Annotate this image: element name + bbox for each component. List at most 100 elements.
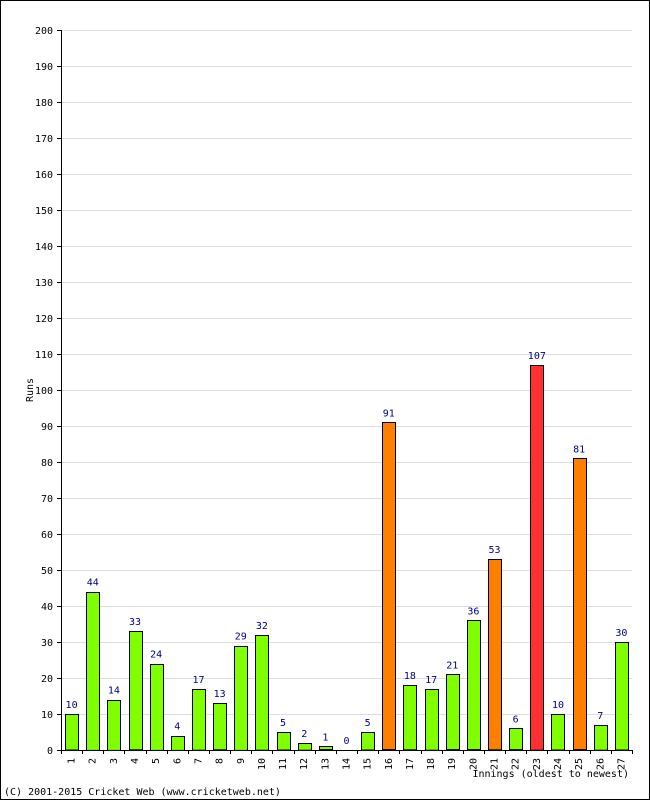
bar-innings-16 — [382, 422, 396, 751]
bar-innings-25 — [573, 458, 587, 751]
value-label: 10 — [552, 700, 564, 711]
value-label: 36 — [467, 606, 479, 617]
value-label: 1 — [322, 732, 328, 743]
x-tick-label: 2 — [88, 758, 99, 764]
bar-innings-11 — [277, 732, 291, 751]
x-tick-label: 12 — [299, 758, 310, 770]
x-tick-label: 4 — [130, 758, 141, 764]
x-tick-label: 6 — [172, 758, 183, 764]
x-tick-label: 24 — [553, 758, 564, 770]
value-label: 33 — [129, 617, 141, 628]
y-axis-title: Runs — [25, 378, 36, 402]
bar-innings-10 — [255, 635, 269, 751]
bar-innings-20 — [467, 620, 481, 751]
x-tick-label: 15 — [363, 758, 374, 770]
bar-innings-18 — [425, 689, 439, 751]
y-tick-label: 200 — [35, 26, 53, 37]
value-label: 30 — [615, 628, 627, 639]
value-label: 5 — [365, 718, 371, 729]
value-label: 17 — [425, 675, 437, 686]
x-tick-label: 11 — [278, 758, 289, 770]
x-tick-label: 19 — [447, 758, 458, 770]
value-label: 29 — [235, 632, 247, 643]
y-tick-label: 80 — [41, 458, 53, 469]
x-tick-label: 7 — [193, 758, 204, 764]
x-tick-label: 8 — [215, 758, 226, 764]
bars — [65, 365, 629, 751]
x-tick-label: 17 — [405, 758, 416, 770]
value-label: 5 — [280, 718, 286, 729]
x-tick-label: 18 — [426, 758, 437, 770]
value-label: 32 — [256, 621, 268, 632]
bar-innings-13 — [319, 746, 333, 751]
gridlines — [61, 30, 632, 715]
y-tick-label: 100 — [35, 386, 53, 397]
y-tick-label: 140 — [35, 242, 53, 253]
bar-innings-2 — [86, 592, 100, 751]
x-tick-label: 10 — [257, 758, 268, 770]
x-tick-label: 1 — [67, 758, 78, 764]
y-tick-label: 150 — [35, 206, 53, 217]
y-tick-label: 60 — [41, 530, 53, 541]
y-tick-label: 30 — [41, 638, 53, 649]
x-tick-label: 25 — [574, 758, 585, 770]
y-tick-label: 70 — [41, 494, 53, 505]
bar-innings-24 — [551, 714, 565, 751]
bar-innings-1 — [65, 714, 79, 751]
bar-innings-21 — [488, 559, 502, 751]
value-label: 7 — [597, 711, 603, 722]
value-label: 107 — [528, 351, 546, 362]
y-axis-ticks: 0 10 20 30 40 50 60 70 80 90 100 110 120 130 140 150 160… — [35, 26, 61, 757]
value-label: 91 — [383, 408, 395, 419]
bar-innings-8 — [213, 703, 227, 751]
bar-innings-27 — [615, 642, 629, 751]
bar-innings-6 — [171, 736, 185, 751]
y-tick-label: 120 — [35, 314, 53, 325]
bar-innings-19 — [446, 674, 460, 751]
y-tick-label: 20 — [41, 674, 53, 685]
value-label: 81 — [573, 444, 585, 455]
value-label: 24 — [150, 650, 162, 661]
y-tick-label: 130 — [35, 278, 53, 289]
x-tick-label: 13 — [320, 758, 331, 770]
x-tick-label: 9 — [236, 758, 247, 764]
x-axis-title: Innings (oldest to newest) — [472, 769, 629, 780]
bar-innings-9 — [234, 646, 248, 751]
bar-innings-4 — [129, 631, 143, 751]
value-label: 53 — [489, 545, 501, 556]
value-label: 13 — [214, 689, 226, 700]
y-tick-label: 90 — [41, 422, 53, 433]
x-tick-label: 20 — [468, 758, 479, 770]
x-tick-label: 3 — [109, 758, 120, 764]
y-tick-label: 160 — [35, 170, 53, 181]
bar-innings-26 — [594, 725, 608, 751]
bar-innings-15 — [361, 732, 375, 751]
value-label: 10 — [66, 700, 78, 711]
y-tick-label: 110 — [35, 350, 53, 361]
value-label: 6 — [513, 714, 519, 725]
y-tick-label: 0 — [47, 746, 53, 757]
value-label: 4 — [174, 722, 180, 733]
y-tick-label: 190 — [35, 62, 53, 73]
y-tick-label: 170 — [35, 134, 53, 145]
value-label: 18 — [404, 671, 416, 682]
x-axis-ticks: 1 2 3 4 5 6 7 8 9 10 11 12 13 14 15 16 17 18 19 20 21 22 23 24 2… — [61, 750, 633, 770]
bar-innings-22 — [509, 728, 523, 751]
x-tick-label: 23 — [532, 758, 543, 770]
bar-innings-5 — [150, 664, 164, 751]
y-tick-label: 40 — [41, 602, 53, 613]
x-tick-label: 16 — [384, 758, 395, 770]
x-tick-label: 26 — [595, 758, 606, 770]
value-label: 14 — [108, 686, 120, 697]
bar-innings-3 — [107, 700, 121, 751]
bar-innings-12 — [298, 743, 312, 751]
x-tick-label: 27 — [616, 758, 627, 770]
x-tick-label: 21 — [490, 758, 501, 770]
x-tick-label: 22 — [511, 758, 522, 770]
bar-innings-23 — [530, 365, 544, 751]
y-tick-label: 180 — [35, 98, 53, 109]
value-label: 21 — [446, 660, 458, 671]
value-label: 17 — [192, 675, 204, 686]
